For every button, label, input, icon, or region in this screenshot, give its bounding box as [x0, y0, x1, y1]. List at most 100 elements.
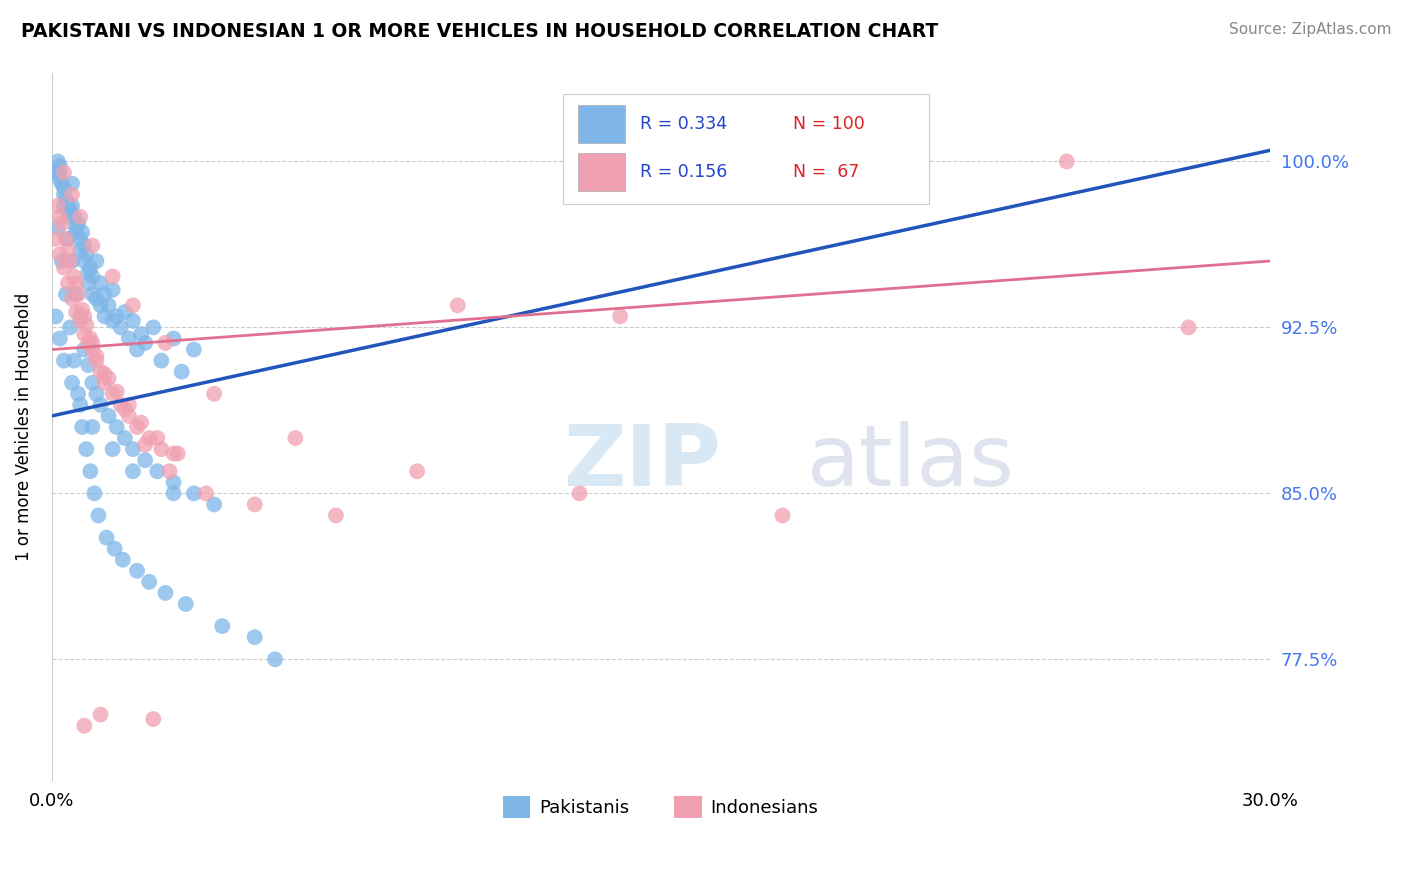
- Point: [69, 210, 91, 224]
- Point: [110, 320, 132, 334]
- Point: [75, 318, 97, 333]
- Point: [65, 220, 87, 235]
- Point: [110, 398, 132, 412]
- Point: [264, 652, 287, 666]
- Point: [89, 707, 111, 722]
- Point: [101, 442, 124, 456]
- Point: [67, 287, 90, 301]
- Point: [122, 464, 145, 478]
- Point: [772, 508, 794, 523]
- Point: [114, 431, 136, 445]
- Point: [73, 238, 96, 252]
- Point: [52, 260, 75, 275]
- Text: PAKISTANI VS INDONESIAN 1 OR MORE VEHICLES IN HOUSEHOLD CORRELATION CHART: PAKISTANI VS INDONESIAN 1 OR MORE VEHICL…: [21, 22, 938, 41]
- Point: [97, 409, 120, 423]
- Point: [79, 464, 101, 478]
- Point: [183, 486, 205, 500]
- Point: [406, 464, 429, 478]
- Point: [65, 305, 87, 319]
- Point: [55, 287, 77, 301]
- Point: [65, 276, 87, 290]
- Point: [101, 386, 124, 401]
- Point: [56, 232, 79, 246]
- Point: [162, 331, 184, 345]
- Point: [59, 203, 82, 218]
- Point: [86, 292, 108, 306]
- Point: [45, 232, 67, 246]
- Point: [93, 287, 115, 301]
- Point: [96, 531, 118, 545]
- Point: [70, 420, 93, 434]
- Point: [447, 298, 470, 312]
- Point: [51, 254, 73, 268]
- Point: [97, 371, 120, 385]
- Point: [111, 553, 134, 567]
- Point: [134, 335, 156, 350]
- Point: [65, 225, 87, 239]
- Point: [63, 210, 86, 224]
- Point: [155, 335, 177, 350]
- Point: [166, 446, 188, 460]
- Point: [82, 269, 104, 284]
- Point: [67, 216, 90, 230]
- Point: [82, 420, 104, 434]
- Point: [86, 353, 108, 368]
- Point: [118, 331, 141, 345]
- Y-axis label: 1 or more Vehicles in Household: 1 or more Vehicles in Household: [15, 293, 32, 561]
- Point: [70, 302, 93, 317]
- Point: [46, 199, 69, 213]
- Point: [69, 232, 91, 246]
- Point: [86, 386, 108, 401]
- Point: [150, 442, 173, 456]
- Point: [146, 464, 169, 478]
- Point: [568, 486, 591, 500]
- Point: [67, 386, 90, 401]
- Point: [69, 398, 91, 412]
- Point: [195, 486, 218, 500]
- Point: [86, 254, 108, 268]
- Point: [1177, 320, 1199, 334]
- Point: [83, 486, 105, 500]
- Point: [162, 486, 184, 500]
- Point: [162, 446, 184, 460]
- Point: [105, 310, 128, 324]
- Point: [77, 335, 100, 350]
- Point: [73, 343, 96, 357]
- Point: [56, 199, 79, 213]
- Point: [142, 712, 165, 726]
- Point: [52, 165, 75, 179]
- Point: [59, 254, 82, 268]
- Point: [55, 192, 77, 206]
- Point: [51, 177, 73, 191]
- Point: [49, 247, 72, 261]
- Point: [60, 177, 83, 191]
- Point: [63, 269, 86, 284]
- Point: [122, 442, 145, 456]
- Point: [82, 238, 104, 252]
- Point: [46, 220, 69, 235]
- Point: [56, 276, 79, 290]
- Point: [52, 181, 75, 195]
- Point: [105, 420, 128, 434]
- Point: [122, 314, 145, 328]
- Point: [65, 287, 87, 301]
- Point: [129, 416, 152, 430]
- Point: [104, 541, 127, 556]
- Text: Source: ZipAtlas.com: Source: ZipAtlas.com: [1229, 22, 1392, 37]
- Point: [51, 216, 73, 230]
- Point: [174, 597, 197, 611]
- Point: [55, 232, 77, 246]
- Point: [45, 165, 67, 179]
- Point: [73, 719, 96, 733]
- Point: [1056, 154, 1078, 169]
- Point: [609, 310, 631, 324]
- Point: [118, 409, 141, 423]
- Point: [125, 564, 148, 578]
- Point: [134, 438, 156, 452]
- Point: [105, 384, 128, 399]
- Point: [79, 331, 101, 345]
- Point: [46, 154, 69, 169]
- Point: [70, 225, 93, 239]
- Point: [56, 243, 79, 257]
- Text: ZIP: ZIP: [564, 421, 721, 504]
